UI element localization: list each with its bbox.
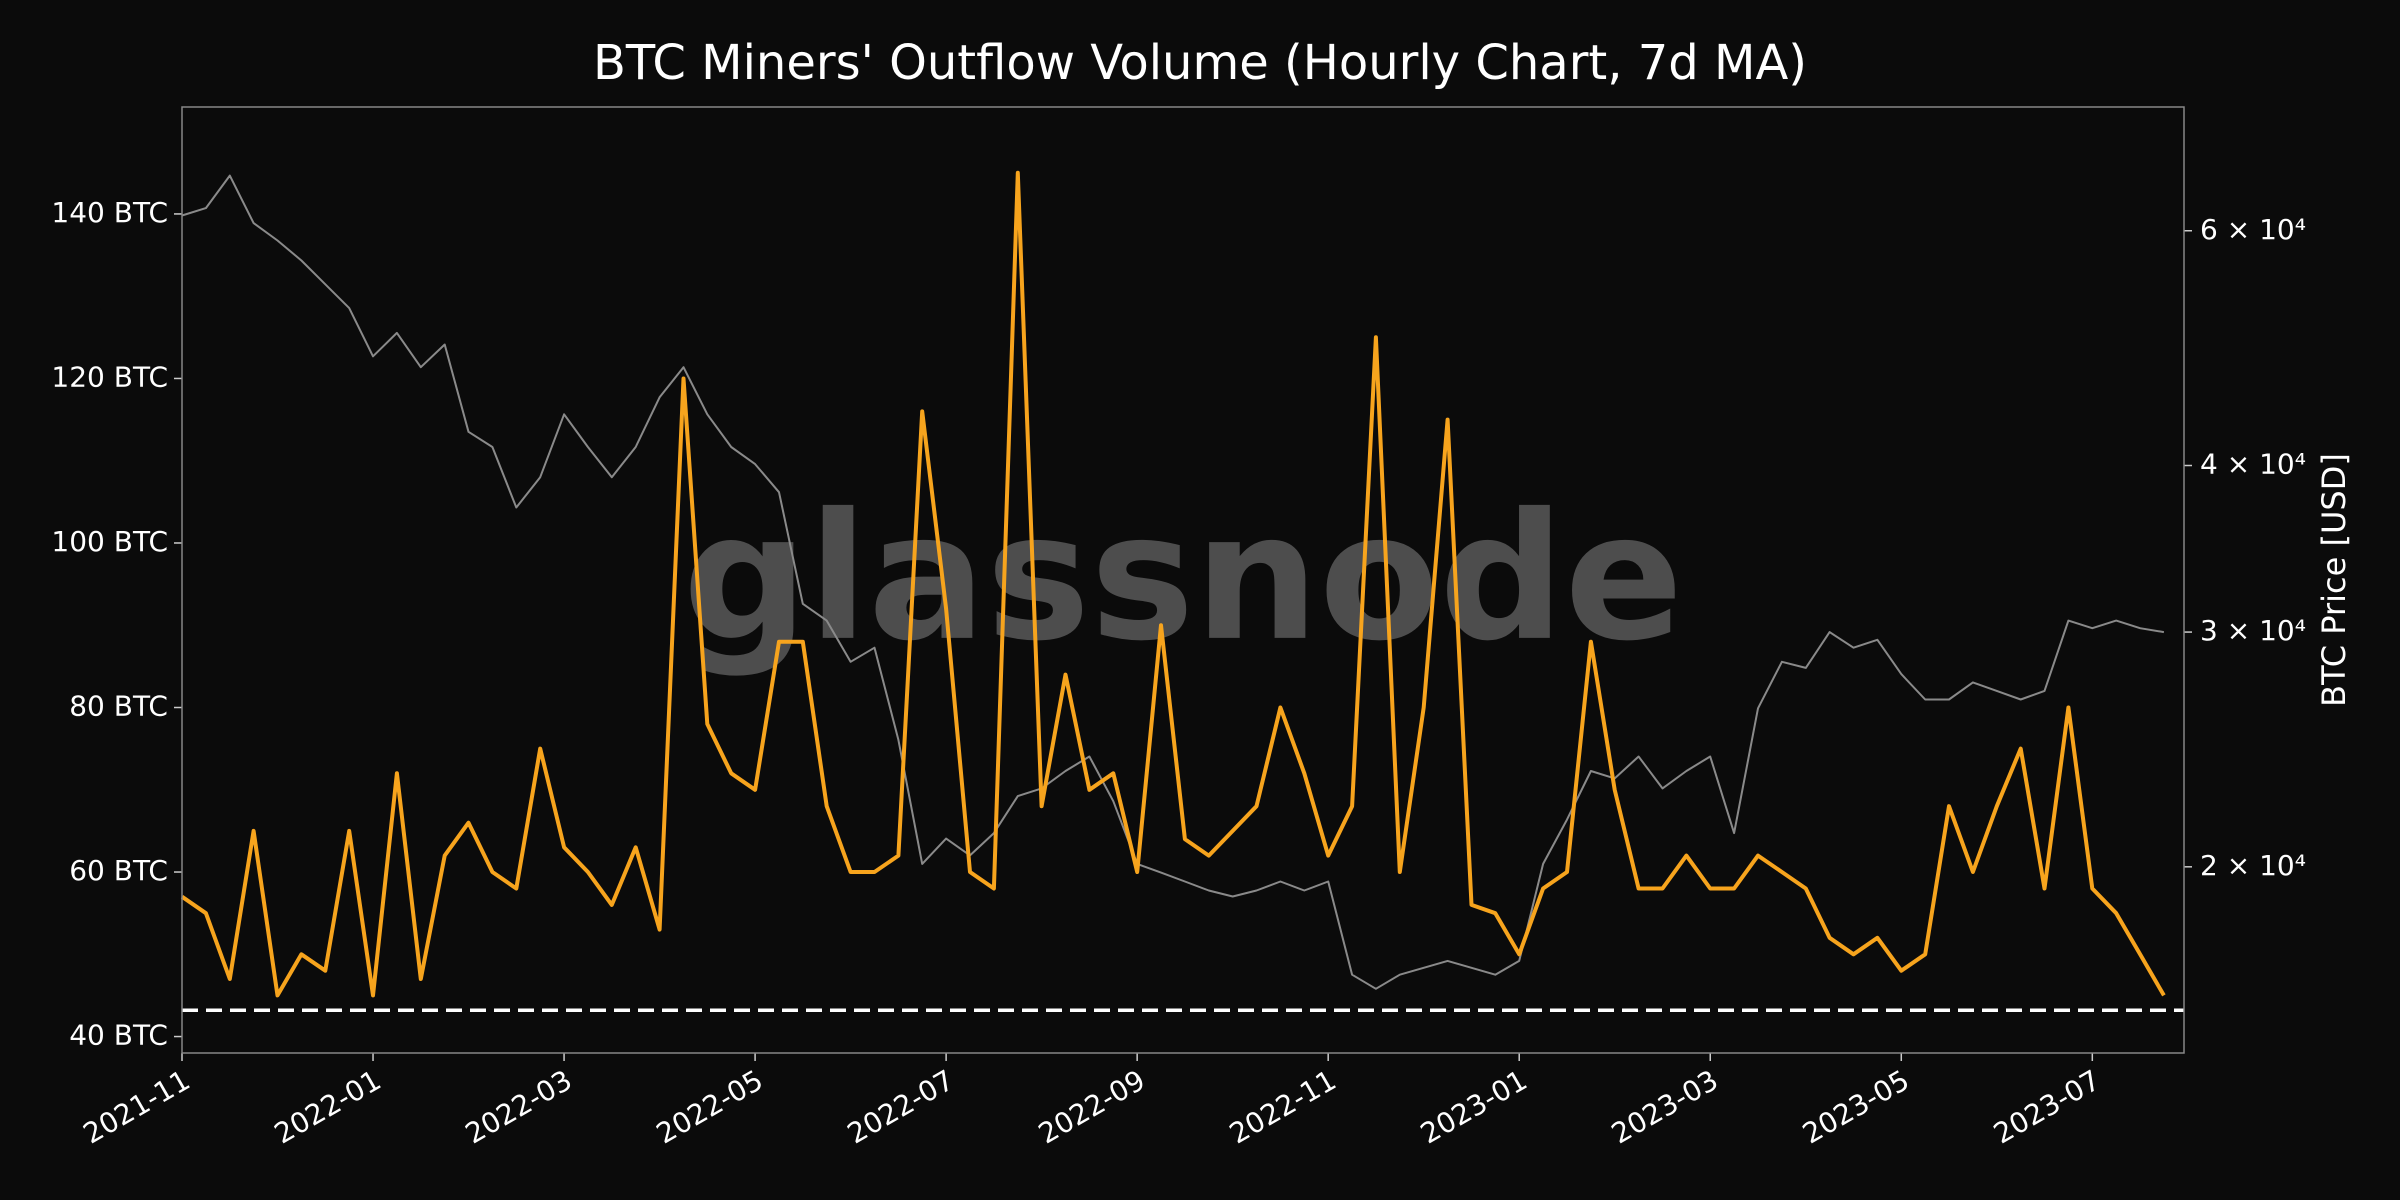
y-tick-label: 40 BTC: [69, 1019, 168, 1052]
chart-title: BTC Miners' Outflow Volume (Hourly Chart…: [593, 35, 1807, 91]
y2-tick-label: 4 × 10⁴: [2200, 448, 2306, 481]
y-tick-label: 80 BTC: [69, 690, 168, 723]
series-line: [180, 170, 2166, 998]
y2-tick-label: 6 × 10⁴: [2200, 213, 2306, 246]
y-tick-label: 60 BTC: [69, 854, 168, 887]
watermark: glassnode: [683, 477, 1683, 680]
y-tick-label: 140 BTC: [51, 196, 168, 229]
y2-axis-label: BTC Price [USD]: [2315, 453, 2353, 707]
y2-tick-label: 2 × 10⁴: [2200, 849, 2306, 882]
plot-frame: [181, 106, 2185, 1054]
y-tick-label: 100 BTC: [51, 525, 168, 558]
y2-tick-label: 3 × 10⁴: [2200, 614, 2306, 647]
y-tick-label: 120 BTC: [51, 360, 168, 393]
series-line: [181, 174, 2165, 990]
